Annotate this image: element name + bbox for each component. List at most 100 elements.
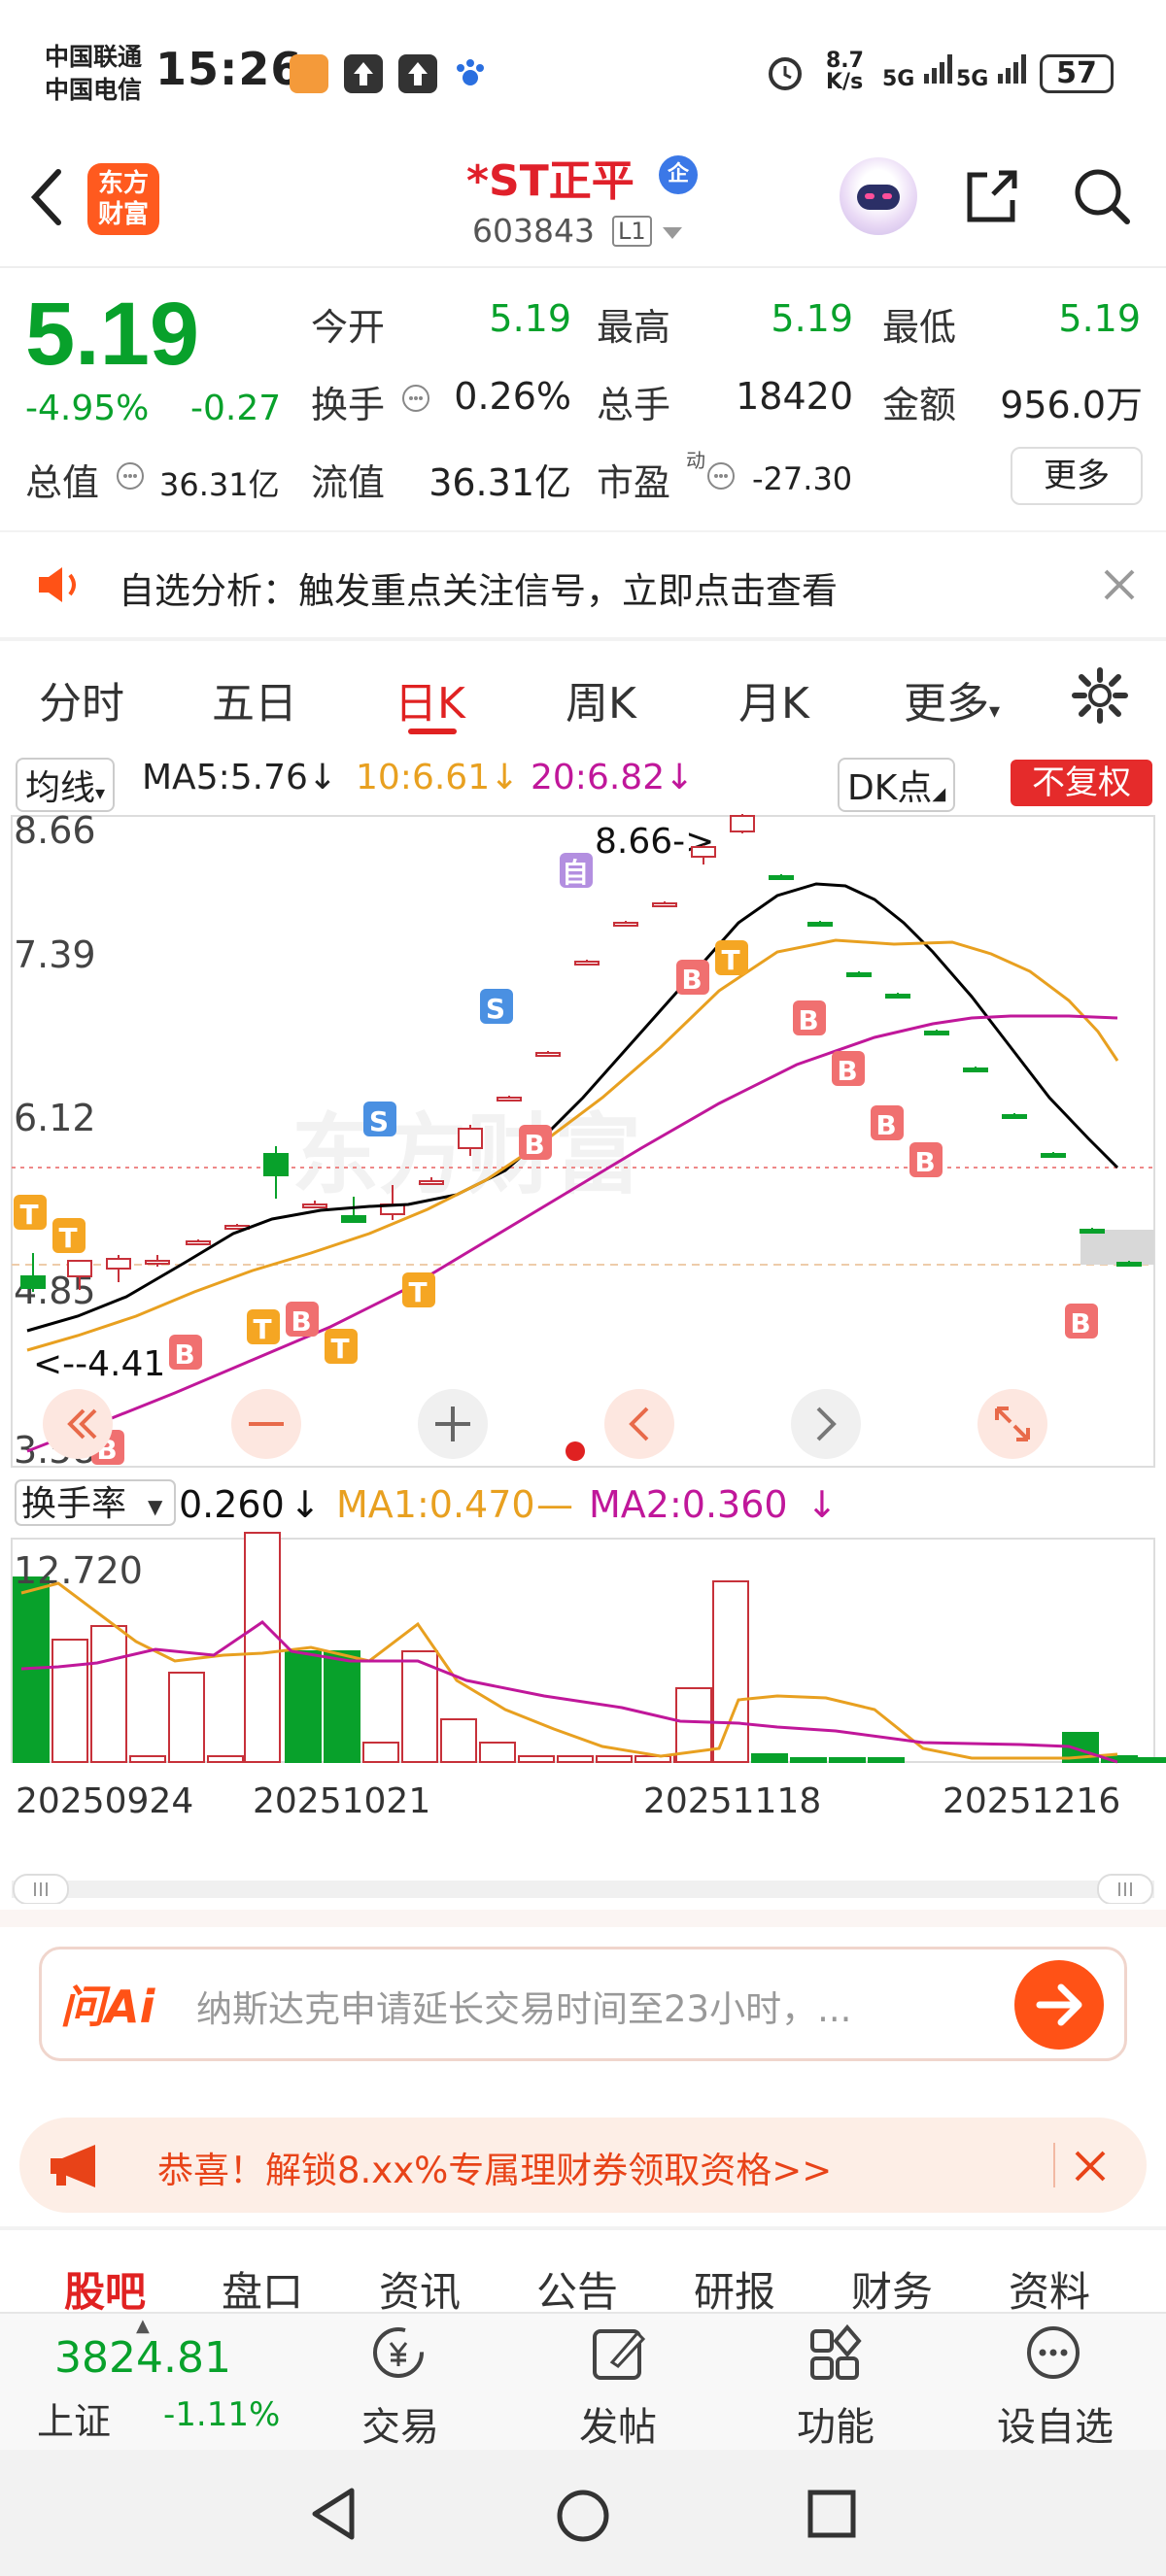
candle-body (807, 922, 833, 927)
signal-1-label: 5G (882, 67, 915, 91)
trade-icon[interactable] (369, 2323, 428, 2390)
next-button[interactable] (791, 1389, 861, 1459)
trade-marker[interactable] (286, 1302, 319, 1337)
ai-search-input[interactable]: 纳斯达克申请延长交易时间至23小时，... (196, 1988, 852, 2030)
ai-go-button[interactable] (1014, 1960, 1104, 2050)
ma5-readout: MA5:5.76↓ (142, 758, 337, 797)
y-label: 6.12 (14, 1097, 96, 1139)
bottom-toolbar (0, 2312, 1166, 2450)
post-icon[interactable] (589, 2323, 647, 2390)
tab-daily-k[interactable]: 日K (394, 679, 465, 729)
arrow-down-icon: ↓ (290, 1483, 321, 1526)
close-icon[interactable] (1073, 2149, 1108, 2187)
more-button[interactable]: 更多 (1011, 447, 1143, 505)
candle-body (574, 961, 600, 966)
function-icon[interactable] (806, 2323, 865, 2390)
back-button[interactable] (23, 160, 72, 228)
trade-marker[interactable] (325, 1329, 358, 1364)
search-icon[interactable] (1071, 165, 1133, 227)
level-badge[interactable]: L1 (612, 216, 652, 247)
trade-marker[interactable] (247, 1309, 280, 1344)
trade-marker[interactable] (169, 1335, 202, 1370)
trade-marker[interactable] (832, 1051, 865, 1086)
subtab-announcement[interactable]: 公告 (536, 2268, 619, 2316)
trade-marker[interactable] (909, 1142, 943, 1177)
function-label[interactable]: 功能 (797, 2405, 874, 2450)
volume-bar (244, 1532, 281, 1763)
trade-marker[interactable] (715, 940, 748, 975)
notice-text[interactable]: 自选分析：触发重点关注信号，立即点击查看 (119, 570, 838, 612)
trade-marker[interactable] (14, 1195, 47, 1230)
carrier-2: 中国电信 (45, 76, 143, 104)
volume-bar (51, 1639, 88, 1763)
subtab-news[interactable]: 资讯 (379, 2268, 462, 2316)
tab-timeshare[interactable]: 分时 (39, 679, 124, 729)
robot-avatar-icon[interactable] (840, 157, 917, 235)
dk-point-select[interactable]: DK点◢ (838, 758, 956, 812)
more-circle-icon[interactable] (1024, 2323, 1082, 2390)
subtab-profile[interactable]: 资料 (1009, 2268, 1091, 2316)
trade-label[interactable]: 交易 (361, 2405, 439, 2450)
close-icon[interactable] (1100, 565, 1139, 608)
home-circle-icon[interactable] (554, 2487, 612, 2549)
volume-bar (285, 1650, 322, 1763)
ma-select-label: 均线 (25, 768, 96, 808)
trade-marker[interactable] (52, 1218, 86, 1253)
recents-square-icon[interactable] (806, 2489, 857, 2543)
low-value: 5.19 (1058, 297, 1141, 340)
tab-monthly-k[interactable]: 月K (738, 679, 809, 729)
chart-scrollbar[interactable] (12, 1881, 1154, 1898)
index-name[interactable]: 上证 (37, 2400, 112, 2443)
back-triangle-icon[interactable] (307, 2485, 361, 2547)
tab-five-day[interactable]: 五日 (212, 679, 297, 729)
subtab-pankou[interactable]: 盘口 (222, 2268, 304, 2316)
trade-marker[interactable] (793, 1000, 826, 1035)
promo-text[interactable]: 恭喜！解锁8.xx%专属理财券领取资格>> (157, 2150, 833, 2191)
signal-2-label: 5G (956, 67, 989, 91)
ma-select[interactable]: 均线▾ (16, 758, 116, 812)
notice-bar[interactable] (0, 532, 1166, 639)
date-label: 20251118 (643, 1781, 821, 1821)
pe-label: 市盈 (597, 461, 671, 504)
trade-marker[interactable] (560, 853, 593, 888)
add-watchlist-label[interactable]: 设自选 (997, 2405, 1114, 2450)
trade-marker[interactable] (676, 960, 709, 995)
info-icon[interactable] (400, 383, 431, 418)
adjust-select[interactable]: 不复权 (1011, 760, 1152, 806)
rewind-button[interactable] (43, 1389, 113, 1459)
tab-more[interactable]: 更多▾ (904, 668, 1000, 730)
prev-button[interactable] (604, 1389, 674, 1459)
chevron-down-icon[interactable] (661, 225, 684, 245)
volume-bar (675, 1687, 712, 1763)
candle-body (497, 1097, 522, 1102)
info-icon-2[interactable] (115, 460, 146, 495)
fullscreen-button[interactable] (977, 1389, 1047, 1459)
trade-marker[interactable] (519, 1125, 552, 1160)
trade-marker-label: 自 (562, 857, 589, 889)
volume-select[interactable] (15, 1479, 176, 1526)
trade-marker[interactable] (402, 1272, 435, 1307)
trade-marker[interactable] (871, 1105, 904, 1140)
trade-marker[interactable] (363, 1102, 396, 1136)
index-value[interactable]: 3824.81 (54, 2333, 231, 2383)
index-change[interactable]: -1.11% (163, 2395, 281, 2434)
promo-banner[interactable] (19, 2118, 1147, 2213)
trade-marker[interactable] (480, 989, 513, 1024)
gear-icon[interactable] (1071, 666, 1129, 729)
subtab-guba[interactable]: 股吧 (64, 2268, 147, 2316)
date-label: 20251216 (943, 1781, 1120, 1821)
share-icon[interactable] (960, 165, 1022, 227)
caret-down-icon: ▾ (95, 781, 106, 804)
trade-marker[interactable] (1065, 1304, 1098, 1339)
ai-search-box[interactable] (39, 1947, 1127, 2061)
ma20-value: 20:6.82 (531, 758, 666, 797)
kline-chart[interactable]: 东方财富 8.66 7.39 6.12 4.85 3.58 8.66-> <--… (0, 806, 1166, 1904)
info-icon-3[interactable] (705, 460, 737, 495)
subtab-finance[interactable]: 财务 (851, 2268, 934, 2316)
subtab-research[interactable]: 研报 (694, 2268, 776, 2316)
tab-weekly-k[interactable]: 周K (566, 679, 636, 729)
trade-marker-label: B (837, 1055, 857, 1087)
post-label[interactable]: 发帖 (579, 2405, 657, 2450)
candle-body (145, 1260, 170, 1265)
